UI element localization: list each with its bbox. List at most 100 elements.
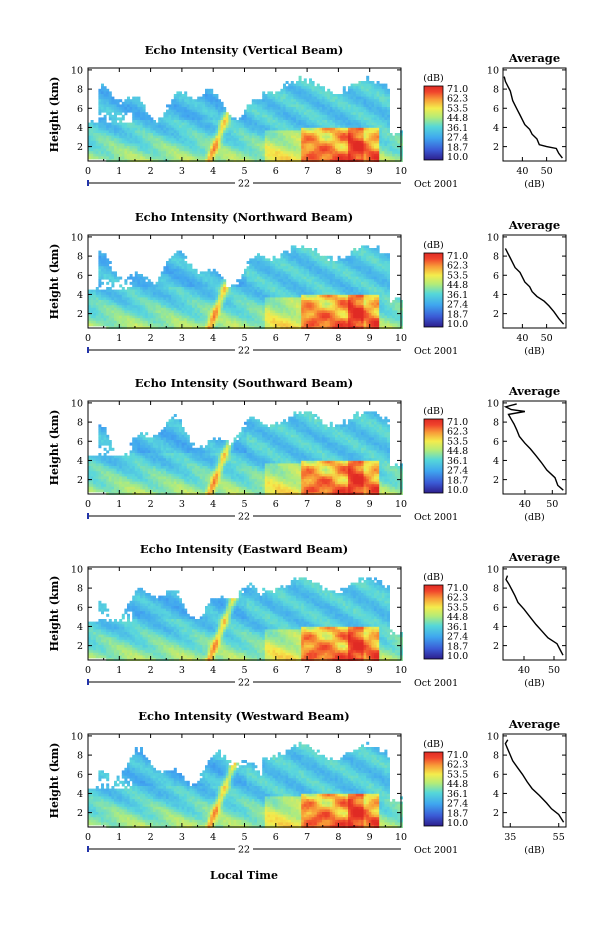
profile-title: Average (508, 51, 560, 65)
echo-intensity-field (88, 245, 403, 329)
profile-x-tick-label: 40 (516, 166, 528, 177)
profile-y-tick-label: 4 (493, 456, 499, 467)
profile-title: Average (508, 218, 560, 232)
panel-5: Echo Intensity (Westward Beam)246810Heig… (48, 709, 567, 856)
profile-x-tick-label: 50 (546, 499, 558, 510)
colorbar-tick-label: 36.1 (447, 622, 468, 633)
x-tick-label: 4 (210, 665, 216, 676)
x-tick-label: 2 (148, 333, 154, 344)
y-tick-label: 4 (77, 622, 83, 633)
x-tick-label: 1 (116, 832, 122, 843)
y-tick-label: 6 (77, 271, 83, 282)
y-tick-label: 6 (77, 437, 83, 448)
panel-title: Echo Intensity (Northward Beam) (135, 210, 353, 224)
colorbar-tick-label: 18.7 (447, 475, 468, 486)
profile-y-tick-label: 6 (493, 603, 499, 614)
x-tick-label: 6 (273, 166, 279, 177)
x-tick-label: 10 (395, 333, 407, 344)
profile-y-tick-label: 8 (493, 584, 499, 595)
y-tick-label: 6 (77, 770, 83, 781)
x-tick-label: 1 (116, 166, 122, 177)
profile-y-tick-label: 2 (493, 808, 499, 819)
colorbar-tick-label: 53.5 (447, 270, 468, 281)
profile-y-tick-label: 8 (493, 751, 499, 762)
echo-intensity-field (88, 577, 403, 661)
x-tick-label: 4 (210, 333, 216, 344)
y-tick-label: 8 (77, 751, 83, 762)
profile-x-tick-label: 50 (541, 333, 553, 344)
profile-line (503, 76, 563, 159)
profile-frame (502, 400, 567, 495)
colorbar (423, 252, 444, 328)
colorbar-tick-label: 62.3 (447, 94, 468, 105)
x-tick-label: 6 (273, 499, 279, 510)
x-tick-label: 7 (304, 499, 310, 510)
panel-4: Echo Intensity (Eastward Beam)246810Heig… (48, 542, 567, 689)
y-tick-label: 10 (71, 232, 83, 243)
colorbar-tick-label: 53.5 (447, 769, 468, 780)
x-tick-label: 0 (85, 832, 91, 843)
profile-x-tick-label: 40 (518, 665, 530, 676)
y-tick-label: 10 (71, 731, 83, 742)
y-tick-label: 6 (77, 603, 83, 614)
date-day-label: 22 (238, 512, 250, 523)
x-tick-label: 4 (210, 166, 216, 177)
profile-line (505, 575, 564, 656)
x-tick-label: 2 (148, 832, 154, 843)
colorbar-tick-label: 71.0 (447, 251, 468, 262)
profile-frame (502, 234, 567, 329)
x-tick-label: 9 (367, 333, 373, 344)
x-tick-label: 3 (179, 665, 185, 676)
y-tick-label: 6 (77, 104, 83, 115)
x-tick-label: 0 (85, 665, 91, 676)
profile-y-tick-label: 10 (487, 398, 499, 409)
colorbar-tick-label: 27.4 (447, 799, 468, 810)
colorbar-tick-label: 27.4 (447, 632, 468, 643)
profile-title: Average (508, 384, 560, 398)
profile-y-tick-label: 2 (493, 475, 499, 486)
y-tick-label: 4 (77, 290, 83, 301)
colorbar-tick-label: 62.3 (447, 760, 468, 771)
colorbar-label: (dB) (423, 73, 443, 84)
profile-x-label: (dB) (524, 845, 544, 856)
profile-line (503, 403, 564, 491)
panel-1: Echo Intensity (Vertical Beam)246810Heig… (48, 43, 567, 190)
y-tick-label: 2 (77, 641, 83, 652)
y-tick-label: 10 (71, 564, 83, 575)
colorbar-tick-label: 53.5 (447, 436, 468, 447)
date-label: Oct 2001 (414, 179, 458, 190)
colorbar-tick-label: 53.5 (447, 103, 468, 114)
y-tick-label: 4 (77, 456, 83, 467)
echo-intensity-field (88, 741, 403, 828)
profile-x-tick-label: 50 (541, 166, 553, 177)
x-tick-label: 8 (335, 832, 341, 843)
y-axis-label: Height (km) (48, 743, 61, 819)
date-label: Oct 2001 (414, 512, 458, 523)
colorbar-tick-label: 62.3 (447, 261, 468, 272)
profile-title: Average (508, 717, 560, 731)
colorbar-tick-label: 27.4 (447, 300, 468, 311)
x-tick-label: 4 (210, 499, 216, 510)
x-tick-label: 0 (85, 499, 91, 510)
date-day-label: 22 (238, 845, 250, 856)
colorbar (423, 85, 444, 161)
colorbar (423, 418, 444, 494)
profile-x-label: (dB) (524, 678, 544, 689)
profile-y-tick-label: 2 (493, 142, 499, 153)
colorbar-tick-label: 27.4 (447, 133, 468, 144)
date-day-label: 22 (238, 346, 250, 357)
x-tick-label: 1 (116, 333, 122, 344)
profile-title: Average (508, 550, 560, 564)
colorbar-tick-label: 18.7 (447, 641, 468, 652)
date-day-bg (235, 676, 253, 687)
colorbar-tick-label: 62.3 (447, 427, 468, 438)
colorbar-tick-label: 44.8 (447, 280, 468, 291)
colorbar-tick-label: 71.0 (447, 417, 468, 428)
y-tick-label: 2 (77, 142, 83, 153)
colorbar-tick-label: 53.5 (447, 602, 468, 613)
colorbar-tick-label: 62.3 (447, 593, 468, 604)
x-tick-label: 3 (179, 166, 185, 177)
profile-x-tick-label: 50 (548, 665, 560, 676)
profile-y-tick-label: 4 (493, 789, 499, 800)
echo-intensity-field (88, 75, 403, 162)
